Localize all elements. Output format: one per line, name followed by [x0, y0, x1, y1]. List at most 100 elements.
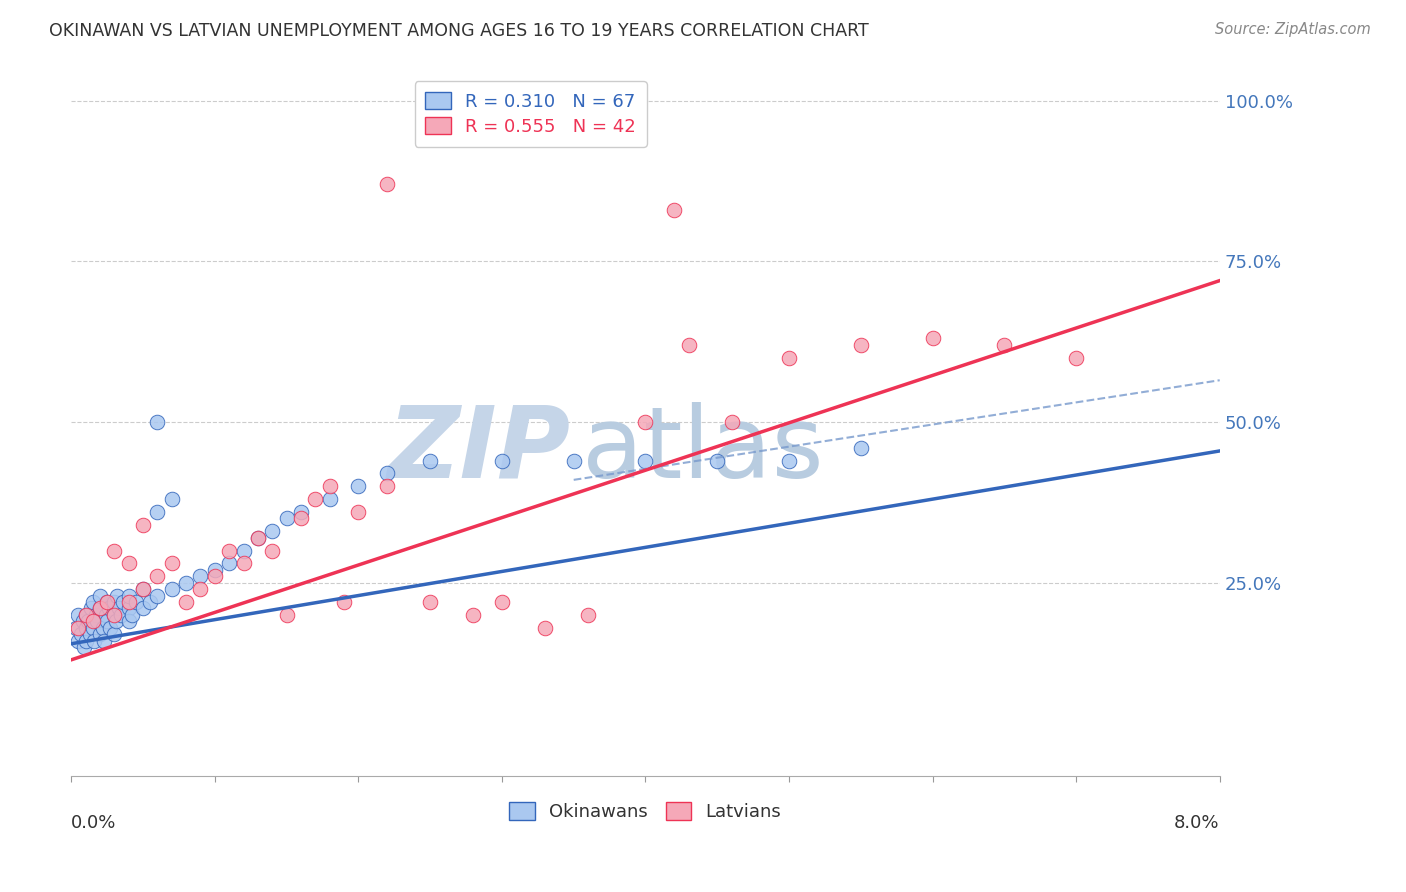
Point [77, 614, 100, 628]
Point [232, 543, 254, 558]
Point [139, 595, 162, 609]
Point [146, 505, 169, 519]
Point [347, 479, 370, 493]
Point [778, 453, 800, 467]
Point [97, 601, 120, 615]
Point [921, 331, 943, 345]
Point [706, 453, 728, 467]
Point [190, 582, 212, 596]
Point [103, 543, 125, 558]
Point [132, 582, 155, 596]
Point [562, 453, 585, 467]
Point [849, 441, 872, 455]
Point [75, 621, 97, 635]
Point [118, 595, 141, 609]
Point [118, 601, 141, 615]
Point [190, 569, 212, 583]
Point [118, 589, 141, 603]
Point [463, 607, 485, 622]
Point [160, 492, 183, 507]
Point [67, 633, 90, 648]
Point [664, 202, 686, 217]
Point [89, 589, 111, 603]
Legend: Okinawans, Latvians: Okinawans, Latvians [501, 793, 790, 830]
Point [318, 479, 340, 493]
Text: 8.0%: 8.0% [1174, 814, 1220, 832]
Point [634, 453, 657, 467]
Point [576, 607, 599, 622]
Text: ZIP: ZIP [388, 401, 571, 499]
Point [419, 453, 441, 467]
Point [1064, 351, 1087, 365]
Point [84, 607, 107, 622]
Point [132, 517, 155, 532]
Point [104, 614, 127, 628]
Point [121, 607, 143, 622]
Point [79, 627, 101, 641]
Point [204, 563, 226, 577]
Point [67, 621, 90, 635]
Point [96, 614, 118, 628]
Point [103, 607, 125, 622]
Point [419, 595, 441, 609]
Point [65, 621, 87, 635]
Point [246, 531, 269, 545]
Point [118, 614, 141, 628]
Point [89, 601, 111, 615]
Point [491, 595, 513, 609]
Point [83, 633, 105, 648]
Point [160, 557, 183, 571]
Point [849, 338, 872, 352]
Point [778, 351, 800, 365]
Point [94, 607, 117, 622]
Point [89, 601, 111, 615]
Point [107, 601, 129, 615]
Point [304, 492, 326, 507]
Point [262, 543, 284, 558]
Point [634, 415, 657, 429]
Point [993, 338, 1015, 352]
Point [218, 557, 240, 571]
Text: OKINAWAN VS LATVIAN UNEMPLOYMENT AMONG AGES 16 TO 19 YEARS CORRELATION CHART: OKINAWAN VS LATVIAN UNEMPLOYMENT AMONG A… [49, 22, 869, 40]
Point [232, 557, 254, 571]
Point [132, 582, 155, 596]
Point [534, 621, 557, 635]
Point [160, 582, 183, 596]
Point [125, 595, 148, 609]
Point [105, 589, 128, 603]
Point [333, 595, 356, 609]
Point [491, 453, 513, 467]
Point [96, 595, 118, 609]
Point [75, 607, 97, 622]
Point [103, 595, 125, 609]
Point [110, 607, 132, 622]
Point [375, 479, 398, 493]
Point [82, 621, 104, 635]
Point [375, 178, 398, 192]
Point [70, 627, 93, 641]
Point [290, 505, 312, 519]
Point [103, 627, 125, 641]
Point [91, 621, 114, 635]
Point [174, 575, 197, 590]
Point [96, 595, 118, 609]
Point [86, 614, 108, 628]
Point [218, 543, 240, 558]
Point [75, 633, 97, 648]
Point [67, 607, 90, 622]
Text: atlas: atlas [582, 401, 824, 499]
Point [72, 614, 94, 628]
Point [146, 569, 169, 583]
Point [132, 601, 155, 615]
Point [89, 627, 111, 641]
Point [75, 607, 97, 622]
Point [720, 415, 742, 429]
Point [174, 595, 197, 609]
Point [678, 338, 700, 352]
Point [146, 589, 169, 603]
Point [290, 511, 312, 525]
Point [82, 614, 104, 628]
Point [276, 607, 298, 622]
Point [146, 415, 169, 429]
Point [318, 492, 340, 507]
